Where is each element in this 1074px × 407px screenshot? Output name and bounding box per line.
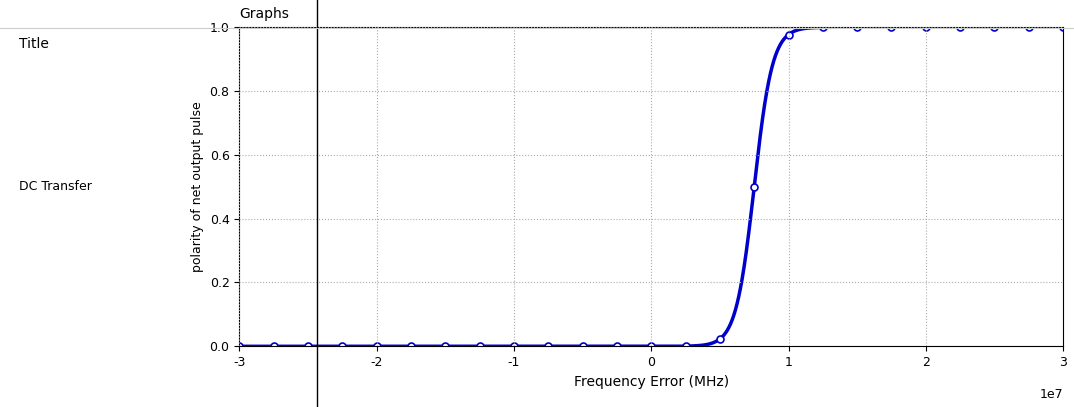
Y-axis label: polarity of net output pulse: polarity of net output pulse	[191, 101, 204, 272]
Text: DC Transfer: DC Transfer	[18, 180, 91, 193]
Text: Graphs: Graphs	[240, 7, 289, 21]
Text: Title: Title	[18, 37, 48, 51]
X-axis label: Frequency Error (MHz): Frequency Error (MHz)	[574, 374, 729, 389]
Text: 1e7: 1e7	[1040, 388, 1063, 401]
